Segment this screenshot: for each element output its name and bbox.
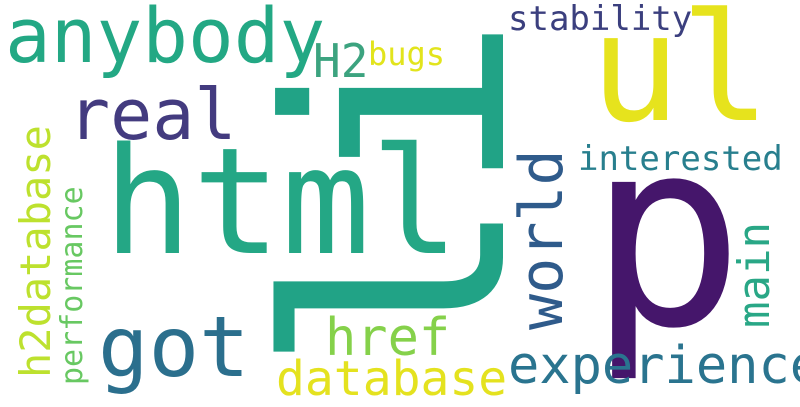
word-got: got — [98, 298, 250, 396]
word-ul: ul — [590, 0, 771, 156]
word-main: main — [729, 222, 780, 328]
word-html: html — [103, 116, 460, 288]
word-database: database — [276, 351, 508, 407]
word-experience: experience — [508, 336, 800, 396]
word-href: href — [325, 308, 451, 368]
word-h2database: h2database — [11, 125, 60, 378]
word-stability: stability — [508, 0, 693, 39]
word-world: world — [507, 149, 577, 330]
word-performance: performance — [55, 186, 90, 385]
word-p: p — [588, 84, 745, 386]
word-bugs: bugs — [368, 35, 446, 73]
word-anybody: anybody — [5, 0, 326, 80]
word-h2: H2 — [313, 34, 369, 88]
word-interested: interested — [578, 139, 783, 179]
word-real: real — [68, 74, 237, 156]
